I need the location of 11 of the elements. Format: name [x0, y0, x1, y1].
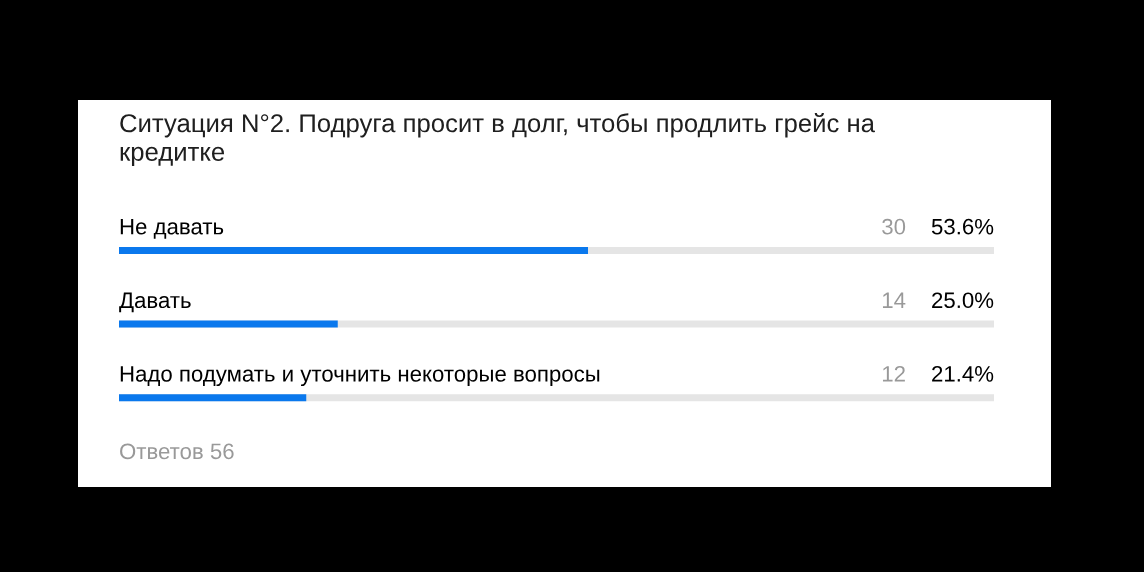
y-tick-label: Давать	[119, 292, 191, 313]
y-tick-label: Не давать	[120, 219, 224, 239]
text: 12	[882, 365, 905, 382]
text: Ответов 56	[120, 443, 234, 460]
text: 30	[882, 218, 906, 235]
text: 14	[882, 292, 906, 308]
data-label: 25.0%	[932, 292, 994, 309]
data-label: 53.6%	[931, 218, 994, 235]
y-tick-label: Надо подумать и уточнить некоторые вопросы	[120, 366, 600, 387]
data-label: 21.4%	[932, 365, 994, 382]
chart-title: Ситуация N°2. Подруга просит в долг, чтобы продлить грейс на кредитке	[120, 113, 875, 167]
